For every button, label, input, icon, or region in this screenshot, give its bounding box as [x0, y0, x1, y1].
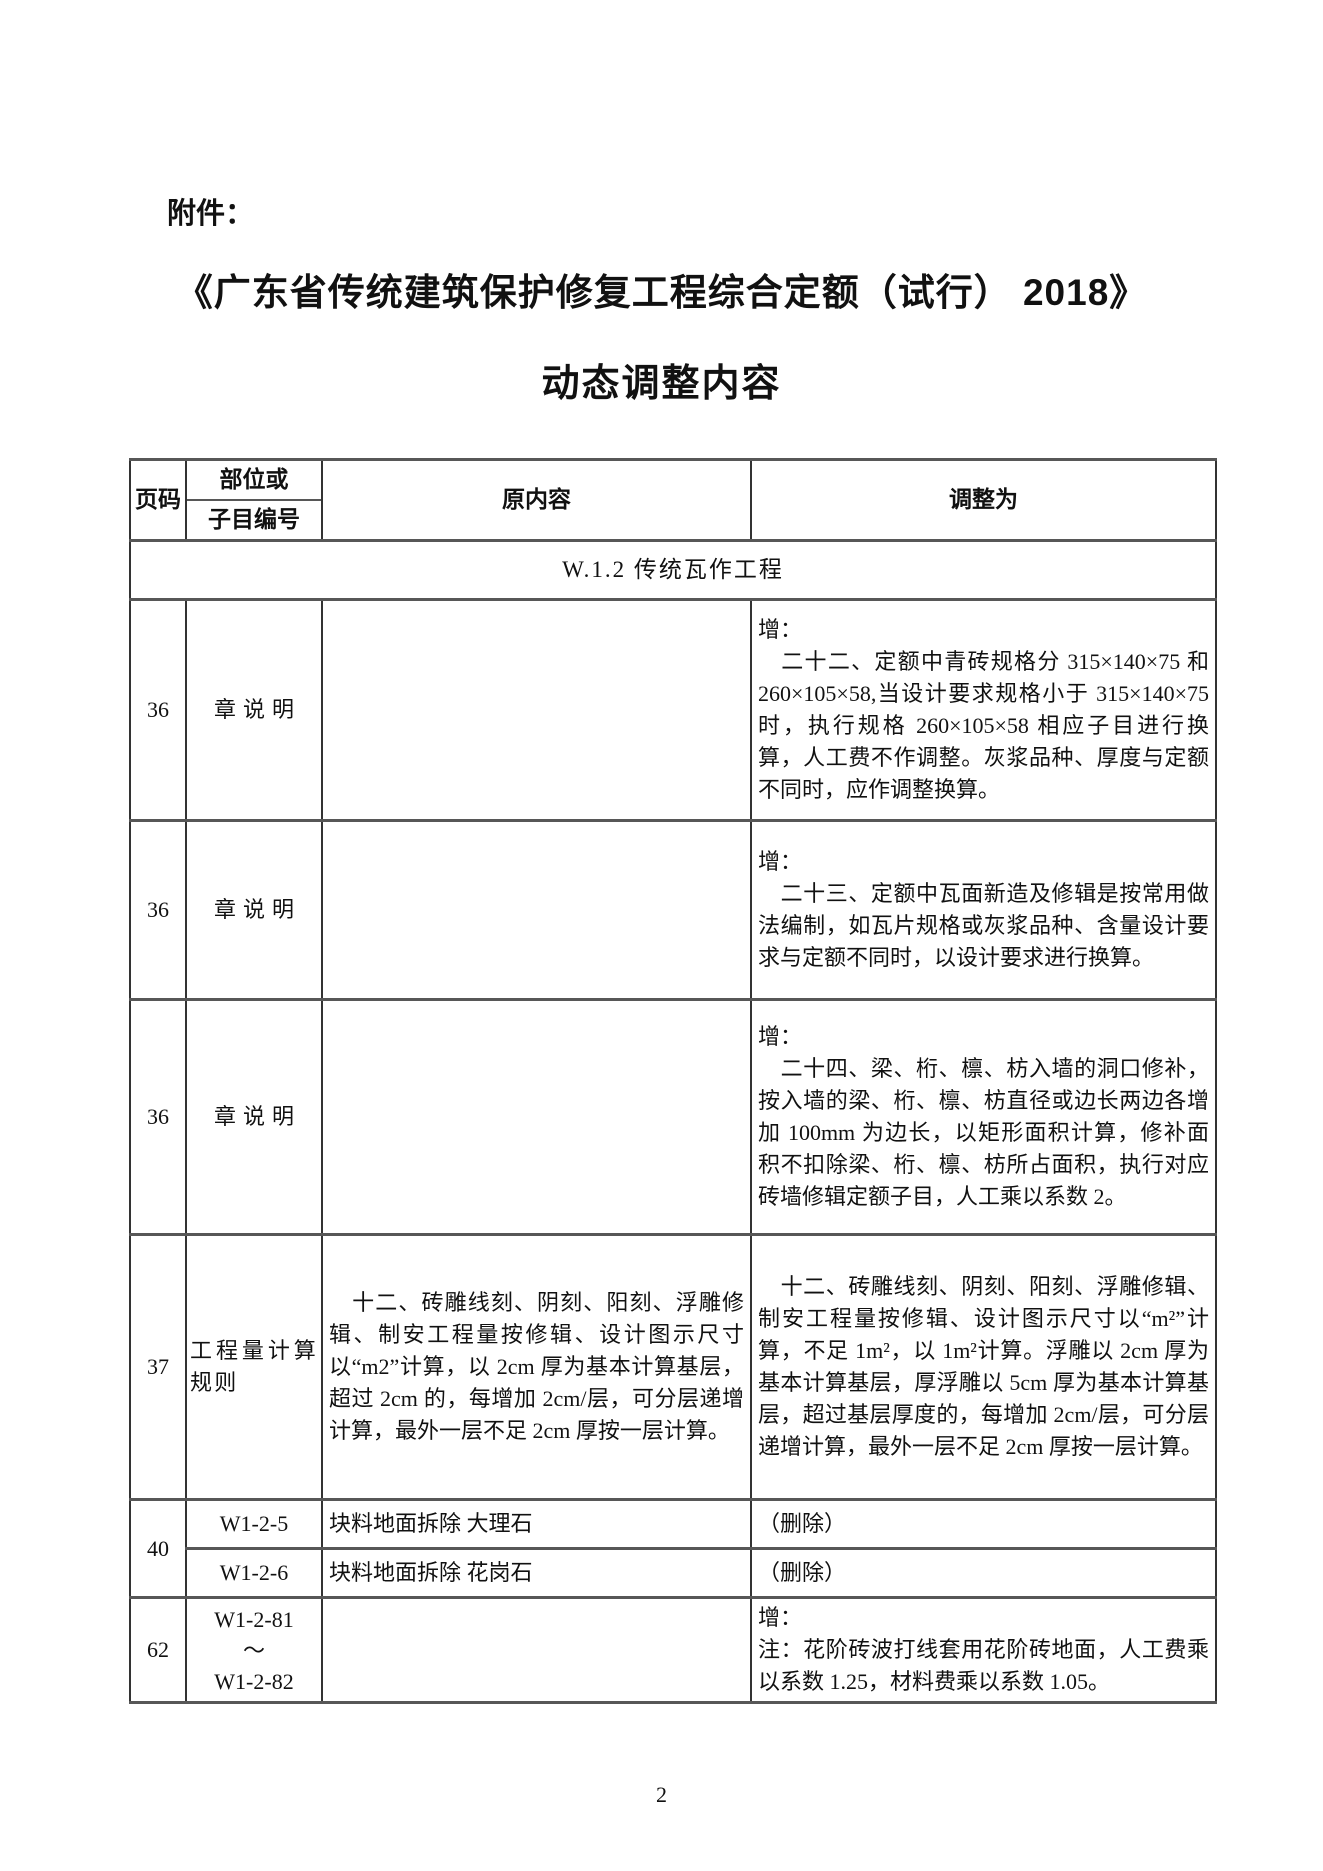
part-cell: 工程量计算规则	[185, 1233, 323, 1501]
adjusted-content-cell: 增： 注：花阶砖波打线套用花阶砖地面，人工费乘以系数 1.25，材料费乘以系数 …	[750, 1596, 1217, 1704]
page-cell: 36	[129, 598, 187, 822]
table-row: 37 工程量计算规则 十二、砖雕线刻、阴刻、阳刻、浮雕修辑、制安工程量按修辑、设…	[129, 1233, 1217, 1501]
header-original-column: 原内容	[321, 458, 752, 542]
original-content-cell	[321, 819, 752, 1001]
adjusted-content-cell: 增： 二十二、定额中青砖规格分 315×140×75 和 260×105×58,…	[750, 598, 1217, 822]
header-part-bottom: 子目编号	[208, 506, 300, 533]
page-cell: 36	[129, 819, 187, 1001]
attachment-label: 附件：	[167, 198, 255, 230]
page-cell: 40	[129, 1498, 187, 1599]
adjusted-content-cell: （删除）	[750, 1498, 1217, 1550]
page-cell: 36	[129, 998, 187, 1236]
part-cell: W1-2-5	[185, 1498, 323, 1550]
part-cell: 章说明	[185, 819, 323, 1001]
part-cell: 章说明	[185, 598, 323, 822]
table-row: 36 章说明 增： 二十二、定额中青砖规格分 315×140×75 和 260×…	[129, 598, 1217, 822]
header-adjusted-column: 调整为	[750, 458, 1217, 542]
part-cell: 章说明	[185, 998, 323, 1236]
page-cell: 62	[129, 1596, 187, 1704]
table-header-row: 页码 部位或 子目编号 原内容 调整为	[129, 458, 1217, 542]
original-content-cell: 块料地面拆除 大理石	[321, 1498, 752, 1550]
table-row: W1-2-6 块料地面拆除 花岗石 （删除）	[130, 1547, 1217, 1599]
part-cell: W1-2-81 ～ W1-2-82	[185, 1596, 323, 1704]
part-cell: W1-2-6	[185, 1547, 323, 1599]
table-row: 40 W1-2-5 块料地面拆除 大理石 （删除）	[129, 1498, 1217, 1599]
header-part-column: 部位或 子目编号	[185, 458, 323, 542]
original-content-cell: 十二、砖雕线刻、阴刻、阳刻、浮雕修辑、制安工程量按修辑、设计图示尺寸以“m2”计…	[321, 1233, 752, 1501]
document-title: 《广东省传统建筑保护修复工程综合定额（试行） 2018》	[175, 272, 1148, 313]
page-number: 2	[656, 1782, 667, 1807]
original-content-cell	[321, 598, 752, 822]
header-part-top: 部位或	[187, 461, 321, 501]
adjustment-table: 页码 部位或 子目编号 原内容 调整为 W.1.2 传统瓦作工程 36 章说明 …	[129, 458, 1217, 1704]
table-row: 62 W1-2-81 ～ W1-2-82 增： 注：花阶砖波打线套用花阶砖地面，…	[129, 1596, 1217, 1704]
adjusted-content-cell: 增： 二十四、梁、桁、檩、枋入墙的洞口修补，按入墙的梁、桁、檩、枋直径或边长两边…	[750, 998, 1217, 1236]
adjusted-content-cell: 增： 二十三、定额中瓦面新造及修辑是按常用做法编制，如瓦片规格或灰浆品种、含量设…	[750, 819, 1217, 1001]
section-header-row: W.1.2 传统瓦作工程	[129, 539, 1217, 601]
adjusted-content-cell: 十二、砖雕线刻、阴刻、阳刻、浮雕修辑、制安工程量按修辑、设计图示尺寸以“m²”计…	[750, 1233, 1217, 1501]
header-page-column: 页码	[129, 458, 187, 542]
table-row: 36 章说明 增： 二十四、梁、桁、檩、枋入墙的洞口修补，按入墙的梁、桁、檩、枋…	[129, 998, 1217, 1236]
adjusted-content-cell: （删除）	[750, 1547, 1217, 1599]
section-title: W.1.2 传统瓦作工程	[129, 539, 1217, 601]
page-cell: 37	[129, 1233, 187, 1501]
document-subtitle: 动态调整内容	[541, 363, 782, 405]
table-row: 36 章说明 增： 二十三、定额中瓦面新造及修辑是按常用做法编制，如瓦片规格或灰…	[129, 819, 1217, 1001]
original-content-cell	[321, 1596, 752, 1704]
original-content-cell	[321, 998, 752, 1236]
original-content-cell: 块料地面拆除 花岗石	[321, 1547, 752, 1599]
